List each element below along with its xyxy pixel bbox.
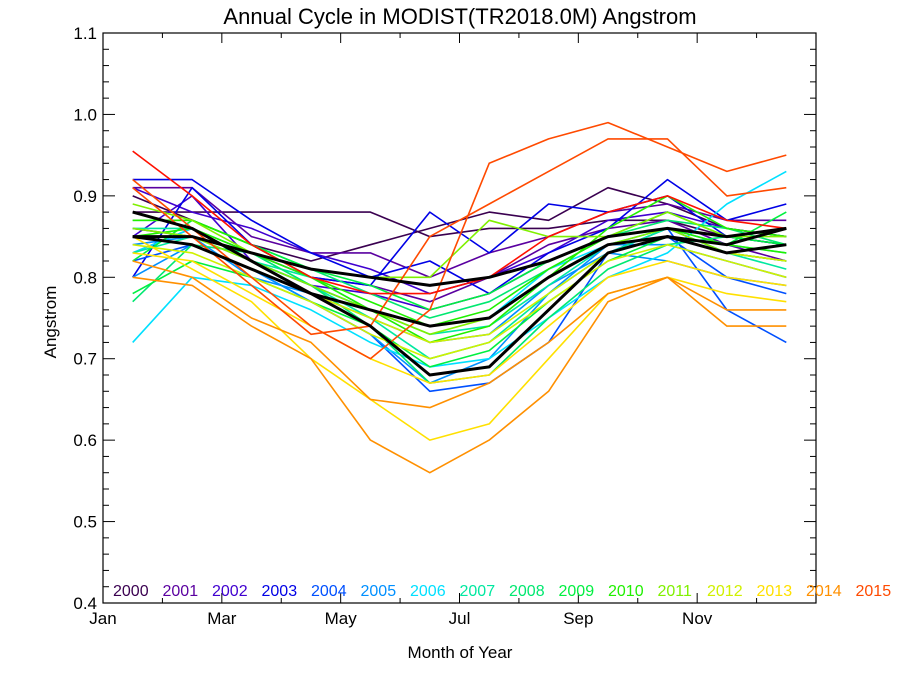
x-tick-label: Sep — [563, 609, 593, 628]
series-line-2013-27 — [132, 252, 787, 384]
x-tick-label: May — [325, 609, 358, 628]
series-line-mean-32-32 — [132, 150, 787, 295]
y-tick-label: 0.6 — [73, 431, 97, 450]
series-line-2011-22 — [132, 203, 787, 279]
y-tick-label: 0.7 — [73, 350, 97, 369]
legend-label-2006: 2006 — [410, 583, 446, 600]
series-line-2001-2 — [132, 186, 787, 279]
legend-label-2001: 2001 — [163, 583, 199, 600]
x-tick-label: Jul — [449, 609, 471, 628]
legend: 2000 2001 2002 2003 2004 2005 2006 2007 2008 2009… — [113, 583, 891, 600]
x-axis-label: Month of Year — [408, 643, 513, 662]
y-axis-label: Angstrom — [41, 286, 60, 359]
legend-label-2002: 2002 — [212, 583, 248, 600]
legend-label-2015: 2015 — [856, 583, 892, 600]
legend-label-2003: 2003 — [262, 583, 298, 600]
x-tick-label: Mar — [207, 609, 237, 628]
x-tick-label: Jan — [89, 609, 116, 628]
legend-label-2013: 2013 — [757, 583, 793, 600]
legend-label-2005: 2005 — [361, 583, 397, 600]
series-line-2012-24 — [132, 243, 787, 360]
series-line-2003-6 — [132, 178, 787, 295]
y-tick-label: 0.5 — [73, 513, 97, 532]
y-tick-label: 0.8 — [73, 268, 97, 287]
y-tick-label: 1.0 — [73, 105, 97, 124]
series-line-2006-12 — [132, 170, 787, 368]
series-line-2003-7 — [132, 186, 787, 287]
series-line-mean-34-34 — [132, 210, 787, 377]
legend-label-2007: 2007 — [460, 583, 496, 600]
series-line-2014-29 — [132, 260, 787, 409]
y-tick-label: 1.1 — [73, 24, 97, 43]
legend-label-2000: 2000 — [113, 583, 149, 600]
series-line-2010-20 — [132, 195, 787, 344]
series-line-2015-31 — [132, 138, 787, 336]
legend-label-2014: 2014 — [806, 583, 842, 600]
series-line-2014-28 — [132, 276, 787, 474]
y-tick-label: 0.4 — [73, 594, 97, 613]
legend-label-2008: 2008 — [509, 583, 545, 600]
legend-label-2011: 2011 — [658, 583, 693, 600]
series-layer — [132, 121, 787, 474]
series-line-2015-30 — [132, 121, 787, 360]
series-line-mean-35-35 — [132, 226, 787, 287]
legend-label-2004: 2004 — [311, 583, 347, 600]
legend-label-2012: 2012 — [707, 583, 743, 600]
legend-label-2009: 2009 — [559, 583, 595, 600]
legend-label-2010: 2010 — [608, 583, 644, 600]
chart-title: Annual Cycle in MODIST(TR2018.0M) Angstr… — [223, 4, 696, 29]
series-line-2013-26 — [132, 235, 787, 441]
y-tick-label: 0.9 — [73, 187, 97, 206]
axes-layer: Jan Mar May Jul Sep Nov 0.4 0.5 0.6 0.7 0.8 0.9 1.0 1… — [73, 24, 817, 628]
x-tick-label: Nov — [682, 609, 713, 628]
